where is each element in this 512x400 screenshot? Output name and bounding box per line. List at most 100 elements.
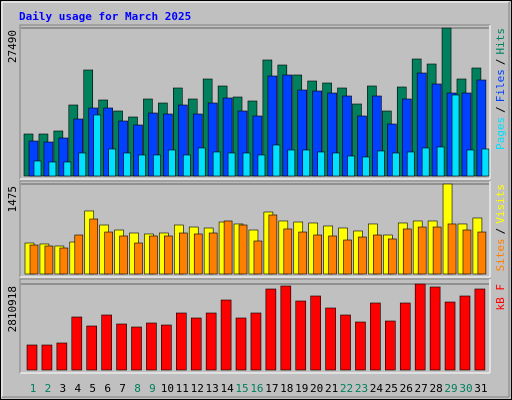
bar [133, 124, 143, 177]
bar [207, 102, 218, 177]
bar [252, 115, 263, 177]
legend: Pages / Files / Hits [494, 28, 507, 150]
bar [401, 98, 412, 177]
bar [71, 316, 83, 371]
bar [41, 344, 53, 371]
bar [466, 149, 475, 177]
bar [332, 152, 340, 177]
x-tick-label: 14 [220, 382, 234, 395]
bar [63, 161, 72, 177]
x-tick-label: 19 [295, 382, 308, 395]
bar [416, 72, 427, 177]
bar [476, 79, 487, 177]
bar [26, 344, 38, 371]
legend-entry: Sites [494, 238, 507, 271]
bar [44, 245, 54, 275]
bar [212, 151, 221, 177]
legend-entry: Files [494, 69, 507, 102]
bar [358, 236, 367, 275]
bar [257, 154, 266, 177]
x-tick-label: 10 [161, 382, 174, 395]
x-tick-label: 1 [30, 382, 37, 395]
bar [477, 231, 487, 275]
x-tick-label: 17 [265, 382, 278, 395]
bar [205, 312, 217, 371]
chart-title: Daily usage for March 2025 [19, 10, 191, 23]
bar [387, 123, 397, 177]
bar [164, 235, 173, 275]
bar [340, 314, 351, 371]
x-tick-label: 24 [370, 382, 384, 395]
legend-separator: / [494, 228, 507, 235]
bar [392, 152, 400, 177]
bar [29, 244, 39, 275]
x-tick-label: 25 [385, 382, 398, 395]
bar [432, 226, 442, 275]
x-tick-label: 5 [89, 382, 96, 395]
bar [343, 239, 352, 275]
bar [402, 228, 412, 275]
x-tick-label: 23 [355, 382, 368, 395]
x-tick-label: 18 [280, 382, 293, 395]
bar [421, 147, 430, 177]
y-tick-label: 1475 [6, 186, 19, 213]
bar [362, 156, 370, 177]
bar [222, 97, 233, 177]
bar [280, 285, 292, 371]
bar [268, 214, 278, 275]
bar [462, 229, 472, 275]
bar [444, 301, 456, 371]
bar [101, 314, 112, 371]
bar [370, 302, 381, 371]
bar [481, 148, 490, 177]
bar [377, 150, 385, 177]
x-tick-label: 28 [429, 382, 442, 395]
bar [118, 120, 128, 177]
bar [227, 152, 236, 177]
bar [237, 110, 248, 177]
x-tick-label: 11 [176, 382, 189, 395]
x-tick-label: 22 [340, 382, 353, 395]
bar [238, 224, 248, 275]
bar [28, 140, 39, 177]
legend-entry: Visits [494, 184, 507, 224]
bar [58, 137, 69, 177]
bar [327, 92, 337, 177]
bar [116, 323, 127, 371]
bar [342, 95, 352, 177]
legend-separator: / [494, 59, 507, 66]
x-tick-label: 29 [444, 382, 457, 395]
x-tick-label: 27 [415, 382, 428, 395]
bar [282, 74, 293, 177]
bar [461, 92, 472, 177]
bar [250, 312, 262, 371]
bar [272, 144, 281, 177]
bar [325, 307, 336, 371]
bar [220, 299, 232, 371]
x-tick-label: 21 [325, 382, 338, 395]
bar [313, 234, 322, 275]
bar [447, 223, 457, 275]
x-tick-label: 26 [400, 382, 413, 395]
bar [451, 94, 460, 177]
x-tick-label: 6 [104, 382, 111, 395]
bar [287, 149, 296, 177]
bar [86, 325, 98, 371]
bar [399, 302, 411, 371]
bar [302, 149, 311, 177]
bar [104, 231, 113, 275]
legend: Sites / Visits [494, 184, 507, 272]
legend-entry: Hits [494, 28, 507, 55]
bar [103, 107, 113, 177]
bar [474, 288, 486, 371]
bar [89, 218, 99, 275]
bar [223, 220, 233, 275]
bar [372, 95, 382, 177]
bar [138, 154, 146, 177]
bar [146, 322, 157, 371]
bar [131, 326, 142, 371]
bar [178, 104, 188, 177]
bar [406, 151, 415, 177]
x-tick-label: 9 [149, 382, 156, 395]
bar [168, 149, 176, 177]
